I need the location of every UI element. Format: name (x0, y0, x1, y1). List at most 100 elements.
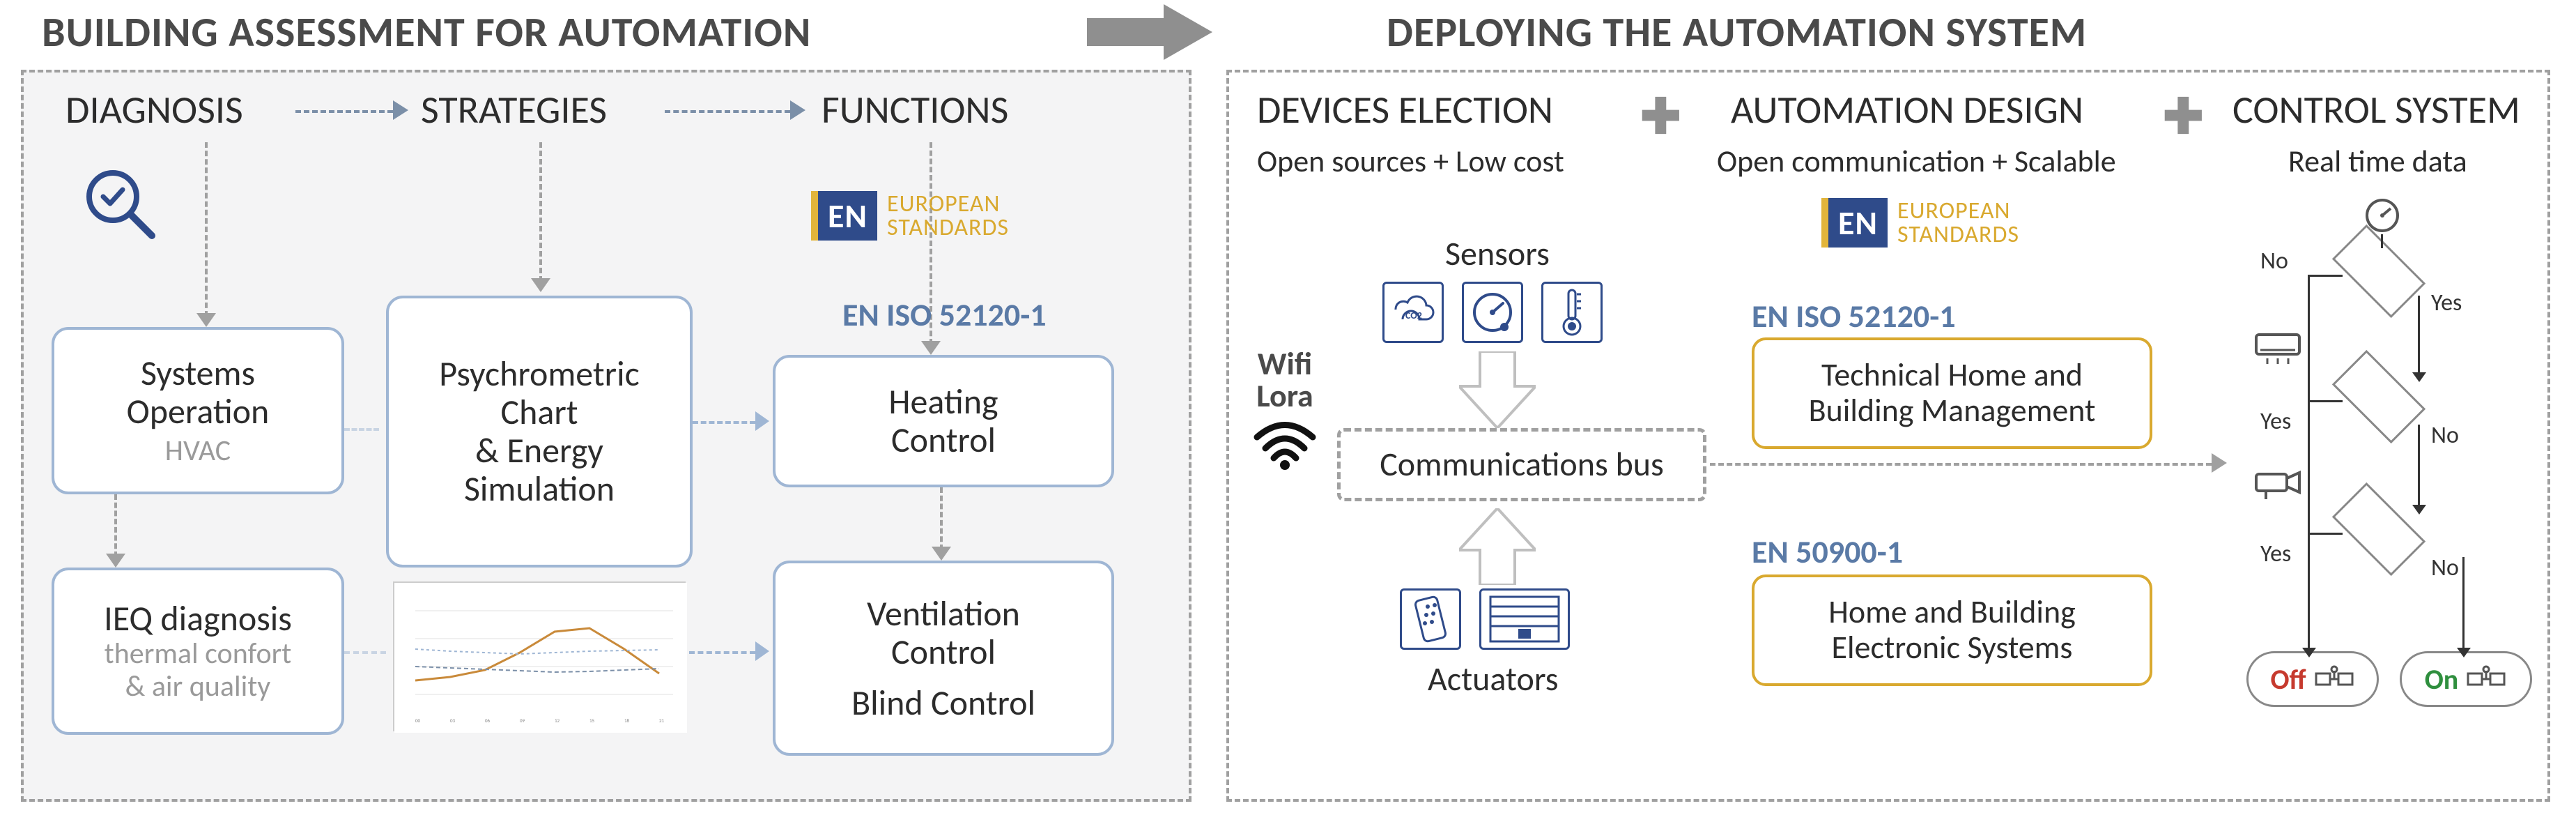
dash-chart-vent (689, 651, 755, 654)
actuators-label: Actuators (1428, 658, 1559, 699)
fa-d2-d3 (2412, 505, 2426, 515)
heating-l2: Control (891, 421, 996, 459)
psy-l1: Psychrometric (439, 355, 639, 393)
arrow-func-down (921, 341, 941, 355)
svg-text:15: 15 (589, 717, 595, 724)
right-panel-title: DEPLOYING THE AUTOMATION SYSTEM (1387, 7, 2087, 58)
en-mark-icon: EN (811, 191, 877, 241)
col-control: CONTROL SYSTEM (2232, 86, 2520, 134)
plus-icon-2: ✚ (2163, 86, 2204, 146)
dash-sys-ieq (114, 494, 117, 557)
arrow-diag-strat-head (393, 100, 408, 120)
subsub-devices: Open sources + Low cost (1257, 142, 1564, 180)
box-comm-bus: Communications bus (1337, 428, 1706, 501)
dash-strat-down (539, 142, 542, 282)
dash-heat-vent (940, 487, 943, 550)
remote-icon (1400, 588, 1461, 650)
flow-no-1: No (2260, 247, 2288, 275)
svg-text:18: 18 (624, 717, 630, 724)
subsub-design: Open communication + Scalable (1717, 142, 2116, 180)
svg-text:03: 03 (450, 717, 456, 724)
plus-icon-1: ✚ (1640, 86, 1681, 146)
fat-arrow-down-icon (1459, 351, 1536, 432)
flow-yes-2: Yes (2260, 407, 2291, 436)
flow-diamond-2 (2332, 350, 2425, 443)
flow-split-icon (2253, 330, 2302, 369)
fat-arrow-up-icon (1459, 508, 1536, 588)
box-heating-control: Heating Control (773, 355, 1114, 487)
psy-l4: Simulation (464, 470, 615, 508)
fa-d1-d2 (2412, 372, 2426, 382)
flow-diamond-3 (2332, 482, 2425, 576)
fl-d2-yes-join (2308, 400, 2343, 402)
col-strategies: STRATEGIES (421, 86, 607, 134)
dash-diag-down (205, 142, 208, 317)
flow-on-pill: On (2400, 651, 2532, 707)
valve-on-icon (2465, 665, 2507, 693)
dash-psy-heating (693, 421, 755, 424)
std-code-left: EN ISO 52120-1 (842, 296, 1047, 335)
blind-actuator-icon (1479, 588, 1570, 650)
arrow-heat-vent (932, 547, 951, 561)
subsub-control: Real time data (2288, 142, 2467, 180)
home-elec-l1: Home and Building (1828, 595, 2076, 630)
arrow-strat-func-head (790, 100, 805, 120)
sys-op-l1: Systems (141, 354, 255, 393)
flow-camera-icon (2253, 470, 2305, 505)
arrow-psy-heating (755, 411, 769, 431)
valve-off-icon (2313, 665, 2355, 693)
sensor-icons: CO2 (1382, 282, 1603, 343)
thermometer-icon (1541, 282, 1603, 343)
arrow-diag-strat (295, 110, 393, 113)
flow-yes-1: Yes (2431, 289, 2462, 317)
std-code-r2: EN 50900-1 (1752, 533, 1903, 572)
fl-no-left-down (2308, 275, 2310, 651)
right-panel: DEVICES ELECTION AUTOMATION DESIGN CONTR… (1226, 70, 2550, 802)
blind-l1: Blind Control (851, 684, 1035, 722)
fl-d3-on (2462, 557, 2465, 651)
box-systems-operation: Systems Operation HVAC (52, 327, 344, 494)
std-code-r1: EN ISO 52120-1 (1752, 297, 1956, 336)
col-design: AUTOMATION DESIGN (1731, 86, 2083, 134)
col-devices: DEVICES ELECTION (1257, 86, 1553, 134)
wifi-l1: Wifi (1250, 348, 1320, 380)
arrow-strat-func (665, 110, 790, 113)
ieq-sub1: thermal confort (105, 638, 292, 670)
arrow-sys-ieq (106, 554, 125, 568)
co2-icon: CO2 (1382, 282, 1444, 343)
tech-home-l2: Building Management (1809, 393, 2096, 429)
en-mark-icon-2: EN (1821, 198, 1888, 248)
ieq-l1: IEQ diagnosis (104, 600, 292, 638)
svg-text:21: 21 (659, 717, 665, 724)
flow-yes-3: Yes (2260, 540, 2291, 568)
ieq-sub2: & air quality (125, 671, 271, 703)
arrow-diag-down (196, 313, 216, 327)
dash-sysop-psy (344, 428, 379, 431)
box-tech-home: Technical Home and Building Management (1752, 337, 2152, 449)
big-arrow-icon (1087, 4, 1212, 63)
flow-diamond-1 (2332, 224, 2425, 318)
fl-d2-d3 (2418, 425, 2420, 508)
psy-l3: & Energy (475, 432, 603, 470)
box-psychrometric: Psychrometric Chart & Energy Simulation (386, 296, 693, 568)
psy-l2: Chart (500, 393, 578, 432)
fl-gauge-d1 (2381, 234, 2383, 248)
box-ventilation-blind: Ventilation Control Blind Control (773, 561, 1114, 756)
svg-text:09: 09 (520, 717, 525, 724)
box-ieq-diagnosis: IEQ diagnosis thermal confort & air qual… (52, 568, 344, 735)
sys-op-sub: HVAC (165, 435, 231, 467)
en-standards-logo-left: EN EUROPEAN STANDARDS (811, 191, 1009, 241)
bus-l1: Communications bus (1380, 446, 1664, 483)
fa-off (2302, 648, 2316, 657)
arrow-bus-control (2212, 453, 2227, 473)
flow-no-3: No (2431, 554, 2459, 582)
home-elec-l2: Electronic Systems (1832, 630, 2073, 666)
arrow-strat-down (531, 278, 550, 292)
fl-no-left-top (2308, 275, 2343, 277)
heating-l1: Heating (888, 383, 998, 421)
actuator-icons (1400, 588, 1570, 650)
arrow-chart-vent (755, 641, 769, 661)
fl-d3-yes-join (2308, 533, 2343, 535)
wifi-l2: Lora (1250, 380, 1320, 412)
vent-l2: Control (891, 633, 996, 671)
